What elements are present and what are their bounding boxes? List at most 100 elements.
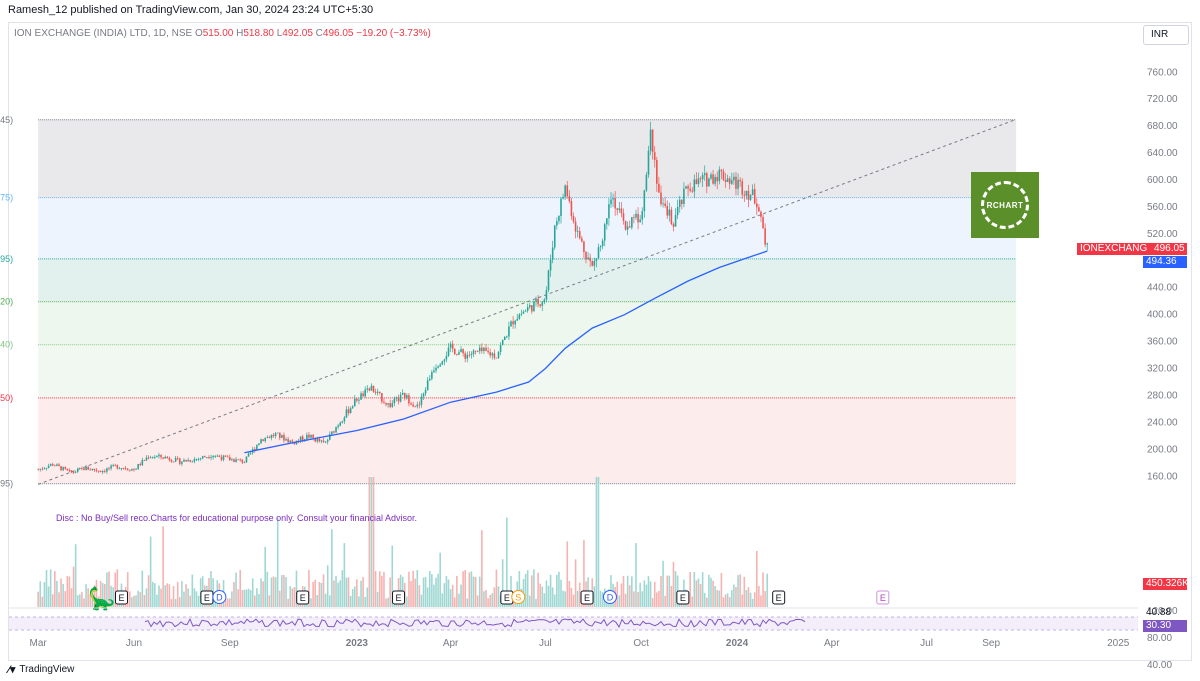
footer-brand-text: TradingView (19, 664, 75, 675)
candle-body (420, 396, 423, 405)
currency-selector[interactable]: INR (1143, 25, 1189, 45)
price-tick-label: 40.00 (1147, 660, 1172, 671)
volume-bar (458, 593, 460, 607)
candle-body (703, 173, 706, 176)
volume-bar (460, 584, 462, 607)
volume-bar (674, 571, 677, 607)
volume-bar (412, 570, 414, 607)
volume-bar (601, 592, 604, 607)
volume-bar (241, 590, 244, 607)
volume-bar (189, 595, 192, 607)
candle-body (408, 395, 410, 404)
fib-level-label: 0.786 (573.75) (0, 193, 13, 203)
candle-body (45, 467, 48, 469)
volume-bar (528, 595, 531, 607)
volume-bar (104, 584, 106, 607)
candle-body (358, 399, 360, 401)
volume-bar (668, 575, 671, 607)
volume-bar (551, 587, 554, 607)
earnings-marker (296, 590, 310, 605)
volume-bar (595, 477, 598, 607)
fib-band (38, 258, 1017, 302)
candle-body (741, 181, 744, 195)
volume-bar (643, 580, 646, 607)
volume-bar (374, 570, 377, 607)
candle-body (622, 213, 625, 221)
candle-body (224, 455, 227, 457)
volume-bar (556, 574, 558, 607)
candle-body (526, 307, 529, 311)
candle-body (374, 391, 377, 393)
volume-bar (268, 595, 271, 607)
volume-bar (670, 585, 673, 607)
volume-bar (722, 597, 725, 607)
volume-bar (160, 588, 162, 607)
footer-brand[interactable]: ⁄▾ TradingView (8, 663, 74, 676)
candle-body (541, 302, 544, 306)
volume-bar (562, 590, 564, 607)
last-price-value: 496.05 (1154, 243, 1185, 254)
candle-body (216, 455, 219, 457)
volume-bar (387, 597, 389, 607)
last-price-tag: IONEXCHANG 496.05 (1077, 243, 1187, 255)
dividend-marker (212, 590, 227, 604)
disclaimer-note: Disc : No Buy/Sell reco.Charts for educa… (56, 513, 418, 523)
candle-body (195, 459, 198, 460)
volume-bar (172, 586, 175, 607)
candle-body (270, 434, 273, 439)
chart-frame[interactable] (8, 22, 1192, 661)
volume-bar (295, 570, 298, 607)
volume-bar (108, 571, 110, 607)
volume-bar (497, 586, 500, 607)
candle-body (593, 260, 596, 266)
volume-bar (322, 574, 325, 607)
candle-body (89, 469, 92, 471)
fib-band (38, 119, 1017, 198)
candle-body (662, 203, 664, 205)
volume-bar (716, 589, 719, 607)
price-tick-label: 600.00 (1147, 175, 1178, 186)
price-tick-label: 320.00 (1147, 364, 1178, 375)
candle-body (728, 178, 731, 184)
candle-body (766, 243, 769, 245)
candle-body (106, 468, 108, 472)
volume-bar (308, 569, 310, 607)
volume-bar (326, 565, 329, 607)
volume-bar (131, 597, 133, 607)
volume-bar (699, 583, 702, 607)
candle-body (193, 459, 196, 462)
candle-body (351, 406, 354, 409)
volume-bar (545, 580, 548, 607)
candle-body (91, 468, 94, 470)
volume-bar (164, 585, 167, 607)
candle-body (391, 403, 394, 407)
fibonacci-retracement: 1 (689.45) 0.786 (573.75) 0.618 (482.95) 0.… (0, 115, 1017, 489)
volume-bar (331, 529, 333, 607)
volume-bar (291, 588, 294, 607)
candle-body (691, 190, 694, 192)
time-tick-label: 2023 (346, 638, 369, 649)
fib-band (38, 197, 1017, 259)
volume-bar (416, 570, 419, 607)
candle-body (235, 459, 237, 463)
candle-body (422, 393, 425, 397)
candle-body (612, 198, 614, 200)
volume-bar (476, 595, 479, 607)
volume-bar (89, 594, 92, 607)
time-tick-label: Jun (126, 638, 142, 649)
candle-body (449, 343, 452, 348)
candle-body (451, 343, 454, 349)
volume-bar (270, 577, 273, 607)
candle-body (637, 213, 639, 223)
moving-average (244, 250, 768, 454)
candle-body (249, 452, 252, 454)
volume-bar (181, 581, 183, 607)
volume-bar (156, 594, 158, 607)
candle-body (756, 203, 758, 208)
candle-body (174, 458, 177, 462)
volume-bar (533, 569, 535, 607)
volume-bar (49, 569, 52, 607)
candle-body (337, 425, 339, 428)
volume-bar (158, 585, 160, 607)
